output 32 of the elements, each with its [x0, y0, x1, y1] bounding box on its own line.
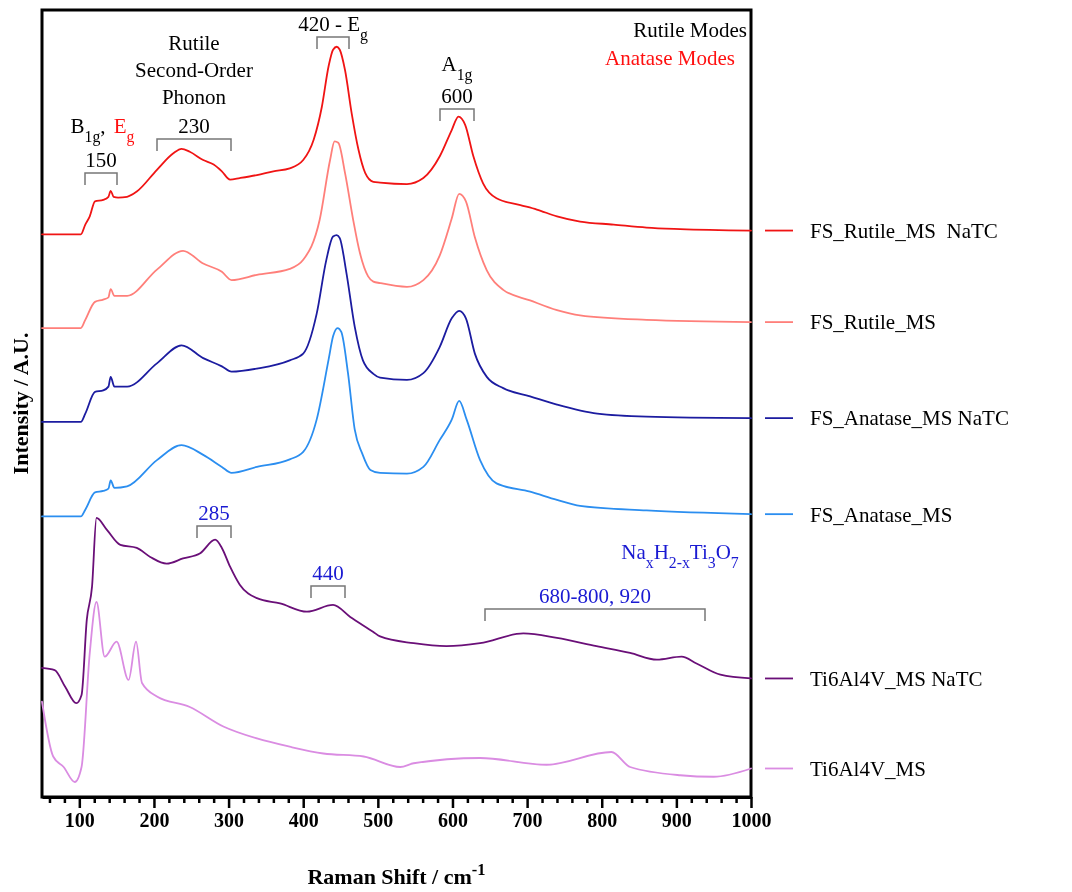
annotation: E$_{g}$ [113, 114, 135, 146]
x-tick-label: 200 [139, 809, 170, 831]
x-tick-label: 500 [363, 809, 394, 831]
x-tick-label: 600 [437, 809, 468, 831]
legend-label: Ti6Al4V_MS NaTC [810, 666, 983, 691]
annotation: 150 [85, 148, 117, 173]
x-tick-label: 400 [288, 809, 319, 831]
text: Rutile Modes [633, 18, 747, 43]
annotation: A$_{1g}$ [441, 52, 473, 84]
x-tick-label: 100 [64, 809, 95, 831]
annotation: Na$_{x}$H$_{2-x}$Ti$_{3}$O$_{7}$ [621, 540, 739, 571]
annotation: 230 [178, 114, 210, 139]
x-tick-label: 1000 [731, 809, 772, 831]
annotation: 680-800, 920 [539, 584, 651, 609]
text: 420 - E$_{g}$ [298, 12, 368, 44]
annotation: Anatase Modes [604, 46, 736, 71]
legend-label: FS_Anatase_MS [810, 502, 953, 527]
annotation: Rutile Second-Order Phonon [135, 31, 253, 109]
x-tick-label: 900 [661, 809, 692, 831]
legend-label: Ti6Al4V_MS [810, 756, 926, 781]
legend-label: FS_Anatase_MS NaTC [810, 406, 1009, 431]
annotation: 440 [312, 561, 344, 586]
annotation: 285 [198, 501, 230, 526]
y-axis-title: Intensity / A.U. [8, 332, 33, 475]
x-tick-label: 700 [512, 809, 543, 831]
legend-label: FS_Rutile_MS [810, 310, 937, 335]
annotation: B$_{1g}$, [70, 114, 106, 146]
annotation: 600 [441, 84, 473, 109]
x-axis-title: Raman Shift / cm$^{-1}$ [307, 859, 486, 889]
x-tick-label: 300 [214, 809, 245, 831]
legend-label: FS_Rutile_MS NaTC [810, 218, 998, 243]
x-tick-label: 800 [587, 809, 618, 831]
